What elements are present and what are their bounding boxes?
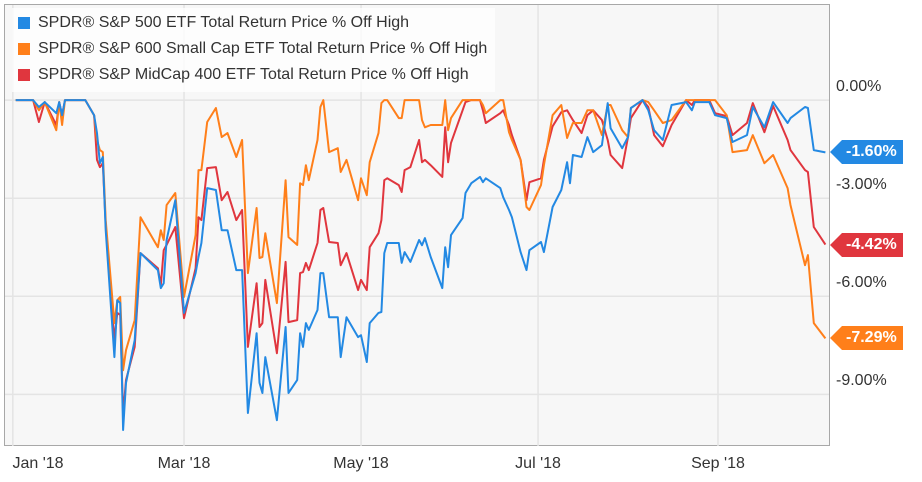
legend-label: SPDR® S&P 600 Small Cap ETF Total Return… [38,40,488,57]
legend-item-midcap400[interactable]: SPDR® S&P MidCap 400 ETF Total Return Pr… [18,62,487,88]
last-value-tag-sp600: -7.29% [830,326,903,351]
series-line-sp500 [15,99,826,431]
legend-label: SPDR® S&P 500 ETF Total Return Price % O… [38,14,410,31]
legend: SPDR® S&P 500 ETF Total Return Price % O… [12,8,496,92]
legend-swatch-midcap400 [18,69,30,81]
y-tick-label: -3.00% [836,176,887,194]
series-lines [15,99,827,431]
legend-item-sp500[interactable]: SPDR® S&P 500 ETF Total Return Price % O… [18,10,487,36]
legend-swatch-sp600 [18,43,30,55]
last-value-tag-midcap400: -4.42% [830,232,903,257]
legend-label: SPDR® S&P MidCap 400 ETF Total Return Pr… [38,66,469,83]
legend-swatch-sp500 [18,17,30,29]
legend-item-sp600[interactable]: SPDR® S&P 600 Small Cap ETF Total Return… [18,36,487,62]
x-tick-label: Sep '18 [691,455,745,472]
x-tick-label: Mar '18 [157,455,211,472]
x-tick-label: May '18 [333,455,389,472]
last-value-tag-sp500: -1.60% [830,140,903,165]
y-tick-label: 0.00% [836,78,882,96]
x-tick-label: Jul '18 [515,455,561,472]
y-tick-label: -6.00% [836,274,887,292]
x-tick-label: Jan '18 [12,455,64,472]
y-tick-label: -9.00% [836,372,887,390]
